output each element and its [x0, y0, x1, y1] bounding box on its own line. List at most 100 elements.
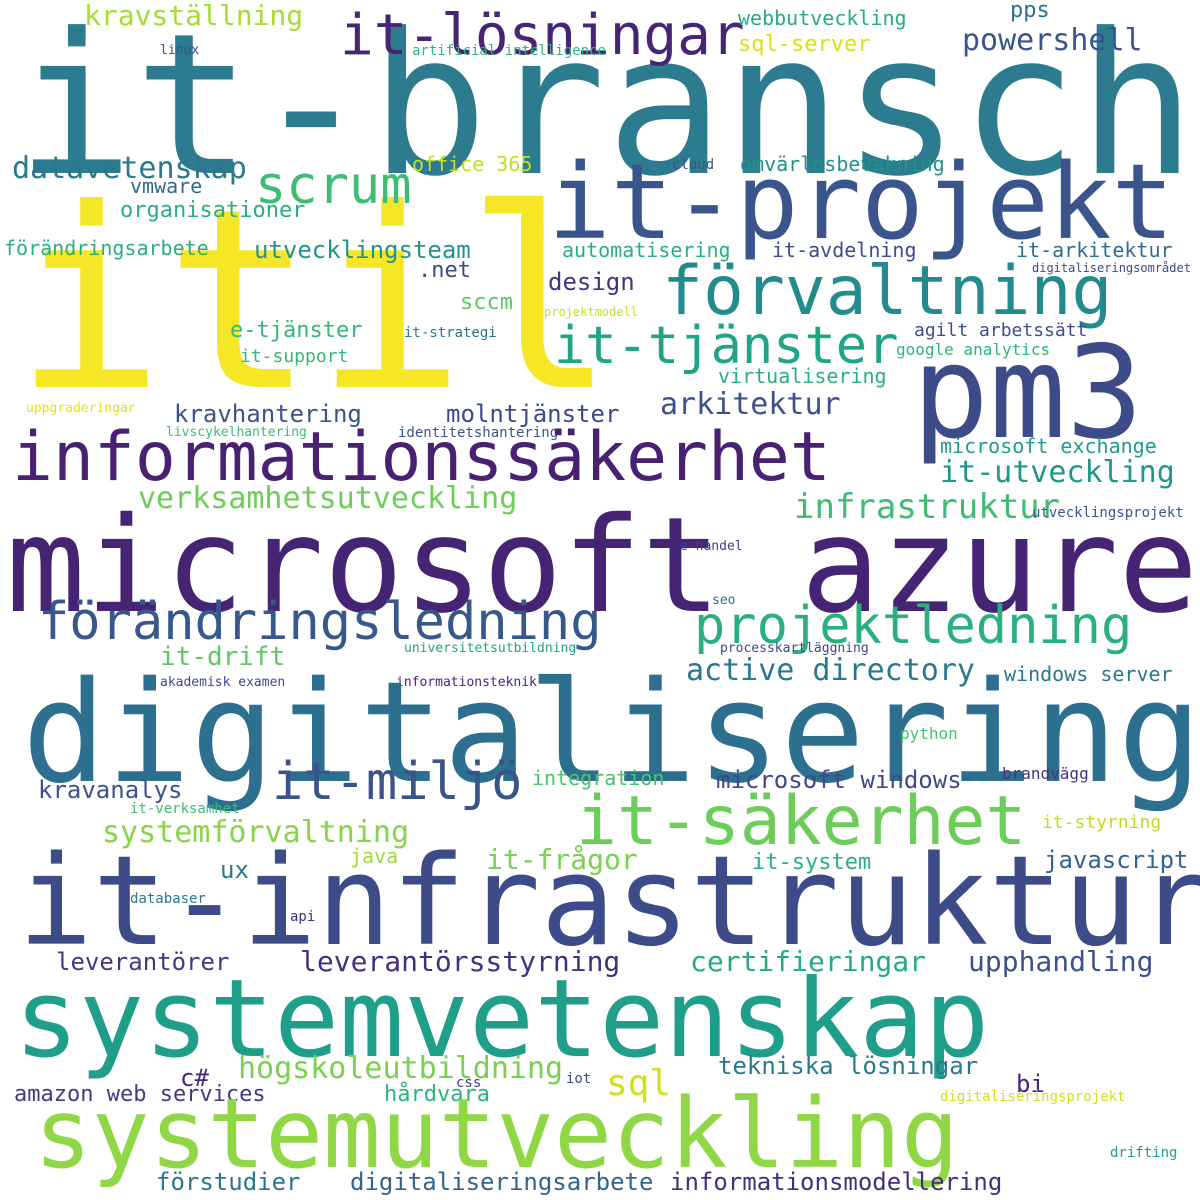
word-it-avdelning: it-avdelning [772, 238, 917, 262]
word-it-arkitektur: it-arkitektur [1016, 238, 1173, 262]
word-uppgraderingar: uppgraderingar [26, 401, 136, 416]
word-it-strategi: it-strategi [404, 325, 497, 341]
word-verksamhetsutveckling: verksamhetsutveckling [138, 481, 518, 516]
word-hardvara: hårdvara [384, 1082, 490, 1107]
word-it-drift: it-drift [160, 642, 286, 672]
word-kravstallning: kravställning [84, 0, 304, 32]
word-certifieringar: certifieringar [690, 945, 927, 978]
word-molntjanster: molntjänster [446, 400, 620, 428]
word-leverantorsstyrning: leverantörsstyrning [300, 945, 621, 978]
word-css: css [456, 1075, 482, 1091]
word-it-styrning: it-styrning [1042, 812, 1162, 833]
word-forandringsledning: förändringsledning [38, 592, 602, 652]
word-forvaltning: förvaltning [662, 252, 1113, 331]
word-digitaliseringsprojekt: digitaliseringsprojekt [940, 1089, 1126, 1105]
word-automatisering: automatisering [562, 238, 731, 262]
word-cloud: cloud [672, 157, 715, 173]
word-e-handel: e-handel [680, 539, 743, 554]
word-it-tjanster: it-tjänster [554, 316, 899, 376]
word-sql-server: sql-server [738, 32, 871, 57]
word-e-tjanster: e-tjänster [230, 318, 363, 343]
word-datavetenskap: datavetenskap [12, 151, 247, 186]
word-hogskoleutbildning: högskoleutbildning [238, 1051, 564, 1086]
word-sql: sql [606, 1063, 672, 1104]
word-integration: integration [532, 766, 665, 790]
word-omvarldsbevakning: omvärldsbevakning [740, 152, 945, 176]
word-it-infrastruktur: it-infrastruktur [18, 830, 1200, 974]
word-forstudier: förstudier [156, 1168, 301, 1196]
word-tekniska-losningar: tekniska lösningar [718, 1052, 979, 1080]
word-bi: bi [1016, 1070, 1045, 1098]
word-artificial-intelligence: artificial intelligence [412, 43, 606, 59]
word-livscykelhantering: livscykelhantering [166, 425, 307, 440]
word-c-sharp: c# [180, 1064, 209, 1092]
word-systemutveckling: systemutveckling [34, 1078, 959, 1190]
word-identitetshantering: identitetshantering [398, 425, 559, 441]
word-pm3: pm3 [912, 319, 1144, 468]
word-kravanalys: kravanalys [38, 776, 183, 804]
word-arkitektur: arkitektur [660, 387, 841, 422]
word-projektmodell: projektmodell [544, 305, 638, 319]
word-brandvagg: brandvägg [1002, 764, 1089, 783]
word-amazon-web-services: amazon web services [14, 1082, 266, 1107]
word-it-branschen: it-branschen [16, 0, 1200, 220]
word-informationsmodellering: informationsmodellering [670, 1168, 1003, 1196]
word-iot: iot [566, 1071, 592, 1087]
word-it-support: it-support [240, 346, 349, 367]
word-microsoft-exchange: microsoft exchange [940, 434, 1157, 458]
word-it-projekt: it-projekt [548, 141, 1175, 263]
word-forandringsarbete: förändringsarbete [4, 236, 209, 260]
word-akademisk-examen: akademisk examen [160, 675, 286, 690]
word-kravhantering: kravhantering [174, 400, 362, 428]
word-javascript: javascript [1044, 846, 1189, 874]
word-python: python [900, 724, 958, 743]
word-scrum: scrum [255, 156, 412, 216]
word-windows-server: windows server [1004, 662, 1173, 686]
word-utvecklingsteam: utvecklingsteam [254, 236, 471, 264]
word-infrastruktur: infrastruktur [794, 487, 1061, 527]
word-google-analytics: google analytics [896, 340, 1051, 359]
word-it-utveckling: it-utveckling [940, 455, 1175, 490]
word-powershell: powershell [962, 23, 1143, 58]
word-linux: linux [160, 43, 200, 58]
word-microsoft-azure: microsoft azure [6, 489, 1199, 643]
word-vmware: vmware [130, 174, 203, 198]
word-it-miljo: it-miljö [272, 752, 523, 812]
word-drifting: drifting [1110, 1145, 1178, 1161]
word-it-losningar: it-lösningar [340, 3, 745, 68]
word-projektledning: projektledning [694, 596, 1133, 656]
word-ux: ux [220, 856, 249, 884]
word-universitetsutbildning: universitetsutbildning [404, 641, 577, 656]
word-itil: itil [14, 155, 617, 446]
word-utvecklingsprojekt: utvecklingsprojekt [1032, 505, 1184, 521]
word-java: java [350, 844, 399, 868]
word-webbutveckling: webbutveckling [738, 6, 907, 30]
word-api: api [290, 909, 316, 925]
word-design: design [548, 268, 635, 296]
word-active-directory: active directory [686, 653, 975, 688]
word-it-system: it-system [752, 850, 872, 875]
word-upphandling: upphandling [968, 945, 1154, 978]
word-it-fragor: it-frågor [486, 843, 638, 876]
word-seo: seo [712, 593, 736, 608]
word-it-sakerhet: it-säkerhet [576, 782, 1027, 861]
word-processkartlaggning: processkartläggning [720, 641, 869, 656]
word-agilt-arbetssatt: agilt arbetssätt [914, 320, 1088, 341]
word-it-verksamhet: it-verksamhet [130, 801, 240, 817]
word-pps: pps [1010, 0, 1050, 23]
word-dotnet: .net [418, 258, 471, 283]
word-informationssakerhet: informationssäkerhet [12, 418, 831, 497]
word-digitaliseringsomradet: digitaliseringsområdet [1032, 261, 1191, 275]
word-systemvetenskap: systemvetenskap [14, 957, 990, 1082]
word-sccm: sccm [460, 290, 513, 315]
word-informationsteknik: informationsteknik [396, 675, 537, 690]
word-virtualisering: virtualisering [718, 364, 887, 388]
word-systemforvaltning: systemförvaltning [102, 815, 410, 850]
word-microsoft-windows: microsoft windows [716, 766, 962, 794]
word-digitaliseringsarbete: digitaliseringsarbete [350, 1168, 654, 1196]
word-organisationer: organisationer [120, 198, 306, 223]
word-office-365: office 365 [412, 152, 533, 176]
word-leverantorer: leverantörer [56, 948, 230, 976]
word-databaser: databaser [130, 891, 206, 907]
